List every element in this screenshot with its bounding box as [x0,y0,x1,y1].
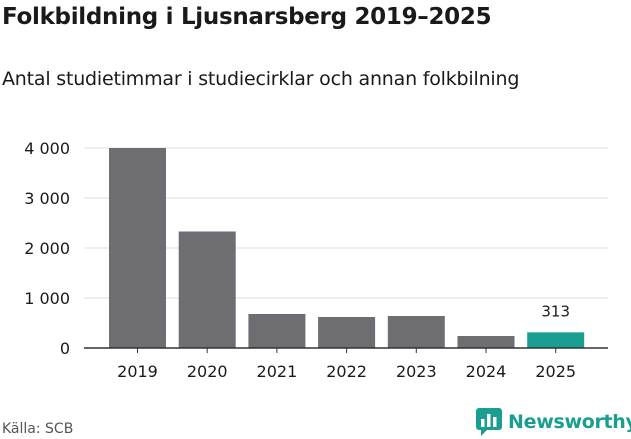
bar-2020 [178,231,236,348]
x-tick-label: 2019 [117,362,158,381]
chart-subtitle: Antal studietimmar i studiecirklar och a… [2,68,520,90]
bar-chart-speech-bubble-icon [476,408,502,436]
y-tick-label: 3 000 [24,189,70,208]
data-label: 313 [541,302,570,320]
bar-2023 [387,316,445,348]
brand-logo: Newsworthy [476,408,631,436]
x-tick-label: 2021 [257,362,298,381]
x-tick-label: 2020 [187,362,228,381]
y-tick-label: 2 000 [24,239,70,258]
bar-chart: 0 1 000 2 000 3 000 4 000 2019 2020 2021 2022 202… [24,139,608,381]
y-tick-label: 4 000 [24,139,70,158]
x-tick-label: 2022 [326,362,367,381]
bar-2022 [318,317,376,348]
x-tick-label: 2025 [535,362,576,381]
bar-2024 [457,336,515,348]
brand-name: Newsworthy [508,411,631,433]
bar-2025 [527,332,585,348]
bar-2021 [248,314,306,348]
x-tick-label: 2023 [396,362,437,381]
source-note: Källa: SCB [2,421,74,437]
bar-2019 [109,148,166,348]
y-tick-label: 1 000 [24,289,70,308]
x-tick-label: 2024 [466,362,507,381]
y-tick-label: 0 [60,339,70,358]
chart-title: Folkbildning i Ljusnarsberg 2019–2025 [2,4,492,30]
